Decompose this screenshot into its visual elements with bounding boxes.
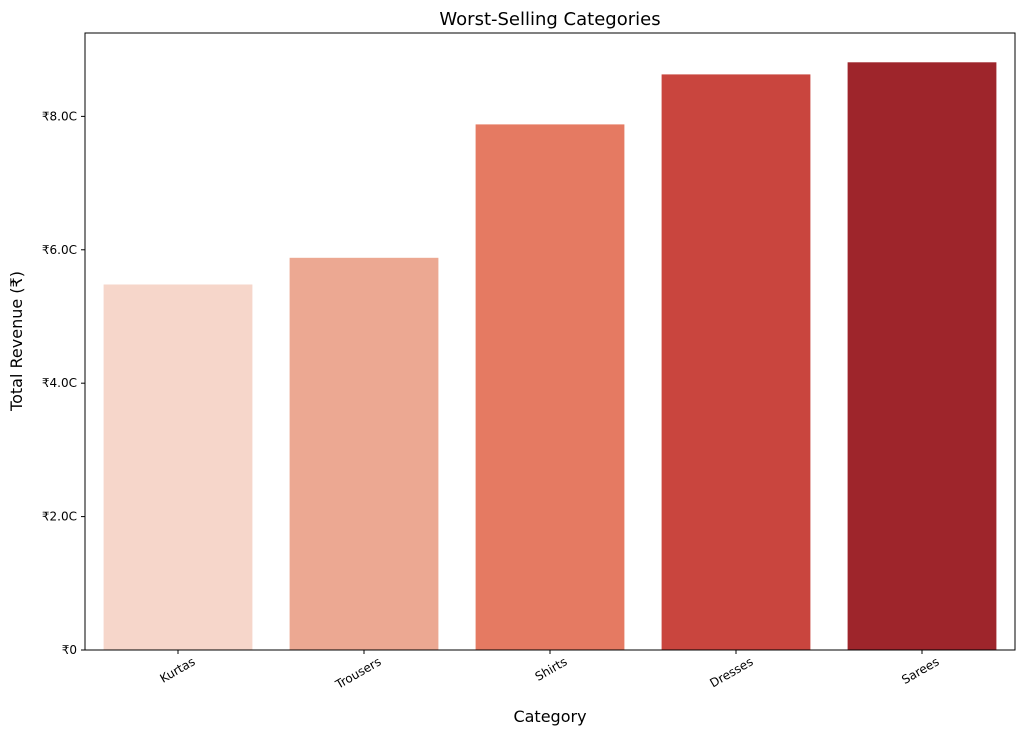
y-tick-label: ₹8.0C (42, 109, 77, 123)
bars-layer (103, 62, 997, 651)
x-tick-label: Shirts (533, 654, 570, 683)
plot-frame (84, 32, 1016, 651)
y-tick-label: ₹0 (62, 643, 77, 657)
chart-title: Worst-Selling Categories (439, 9, 660, 30)
y-tick-label: ₹2.0C (42, 510, 77, 524)
x-tick-label: Dresses (707, 654, 755, 690)
x-axis-label: Category (513, 707, 586, 726)
x-tick-label: Sarees (899, 654, 941, 686)
bar-trousers (289, 257, 439, 650)
y-axis-label: Total Revenue (₹) (7, 271, 26, 412)
bar-kurtas (103, 284, 253, 650)
bar-sarees (847, 62, 997, 651)
x-tick-label: Trousers (332, 654, 383, 692)
x-tick-label: Kurtas (157, 654, 197, 685)
bar-shirts (475, 124, 625, 650)
y-axis-ticks: ₹0 ₹2.0C ₹4.0C ₹6.0C ₹8.0C (42, 109, 85, 657)
x-axis-ticks: Kurtas Trousers Shirts Dresses Sarees (157, 650, 942, 692)
y-tick-label: ₹6.0C (42, 243, 77, 257)
y-tick-label: ₹4.0C (42, 376, 77, 390)
bar-dresses (661, 74, 811, 650)
